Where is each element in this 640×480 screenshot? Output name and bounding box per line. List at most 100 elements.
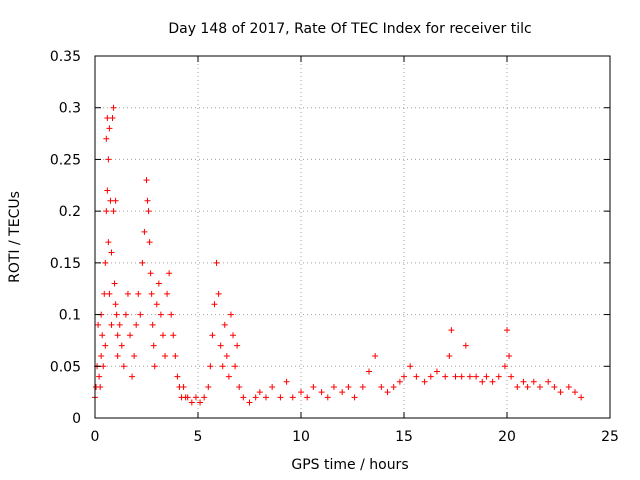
data-point	[236, 383, 243, 390]
chart-title: Day 148 of 2017, Rate Of TEC Index for r…	[168, 21, 531, 37]
data-point	[205, 383, 212, 390]
data-point	[462, 342, 469, 349]
data-point	[112, 301, 119, 308]
data-point	[473, 373, 480, 380]
data-point	[150, 342, 157, 349]
data-point	[524, 383, 531, 390]
data-point	[232, 363, 239, 370]
data-point	[110, 208, 117, 215]
data-point	[172, 352, 179, 359]
data-point	[506, 352, 513, 359]
data-point	[246, 399, 253, 406]
x-tick-label: 10	[292, 429, 310, 445]
data-point	[227, 311, 234, 318]
data-point	[207, 363, 214, 370]
data-point	[578, 394, 585, 401]
data-point	[448, 327, 455, 334]
data-point	[269, 383, 276, 390]
data-point	[215, 290, 222, 297]
data-point	[114, 332, 121, 339]
data-point	[95, 321, 102, 328]
data-point	[106, 125, 113, 132]
data-point	[129, 373, 136, 380]
data-point	[147, 270, 154, 277]
data-point	[131, 352, 138, 359]
data-point	[107, 197, 114, 204]
data-point	[105, 239, 112, 246]
data-point	[112, 197, 119, 204]
data-point	[458, 373, 465, 380]
data-point	[365, 368, 372, 375]
data-point	[192, 394, 199, 401]
data-point	[166, 270, 173, 277]
data-point	[100, 363, 107, 370]
data-point	[223, 352, 230, 359]
data-point	[118, 342, 125, 349]
data-point	[102, 342, 109, 349]
data-point	[508, 373, 515, 380]
grid-layer	[95, 56, 610, 418]
data-point	[113, 311, 120, 318]
y-tick-label: 0.1	[59, 308, 81, 324]
data-point	[504, 327, 510, 334]
data-point	[351, 394, 358, 401]
data-point	[145, 208, 152, 215]
data-point	[446, 352, 453, 359]
data-point	[108, 321, 115, 328]
data-point	[133, 321, 140, 328]
data-point	[146, 239, 153, 246]
data-point	[318, 389, 325, 396]
x-tick-label: 15	[395, 429, 413, 445]
data-point	[501, 363, 508, 370]
data-point	[139, 259, 146, 266]
data-point	[217, 342, 224, 349]
data-point	[108, 249, 115, 256]
data-point	[324, 394, 331, 401]
data-point	[102, 259, 109, 266]
data-point	[495, 373, 502, 380]
data-point	[252, 394, 259, 401]
data-point	[466, 373, 473, 380]
data-points	[92, 104, 585, 406]
data-point	[551, 383, 558, 390]
x-tick-label: 25	[601, 429, 619, 445]
data-point	[141, 228, 148, 235]
data-point	[536, 383, 543, 390]
data-point	[427, 373, 434, 380]
data-point	[211, 301, 218, 308]
data-point	[310, 383, 317, 390]
data-point	[514, 383, 521, 390]
data-point	[184, 394, 191, 401]
data-point	[390, 383, 397, 390]
data-point	[106, 290, 113, 297]
data-point	[96, 373, 103, 380]
data-point	[104, 115, 111, 122]
data-point	[372, 352, 379, 359]
x-tick-label: 5	[194, 429, 203, 445]
data-point	[153, 301, 160, 308]
data-point	[110, 104, 117, 111]
data-point	[209, 332, 216, 339]
data-point	[170, 332, 177, 339]
data-point	[304, 394, 311, 401]
data-point	[298, 389, 304, 396]
data-point	[289, 394, 296, 401]
data-point	[104, 187, 111, 194]
data-point	[201, 394, 208, 401]
data-point	[520, 378, 527, 385]
data-point	[407, 363, 414, 370]
data-point	[97, 383, 104, 390]
plot-frame	[94, 55, 611, 419]
x-tick-label: 0	[91, 429, 100, 445]
data-point	[378, 383, 385, 390]
data-point	[557, 389, 564, 396]
data-point	[114, 352, 121, 359]
data-point	[339, 389, 346, 396]
y-axis-label: ROTI / TECUs	[7, 191, 23, 283]
data-point	[137, 311, 144, 318]
data-point	[230, 332, 237, 339]
y-tick-label: 0.15	[50, 256, 81, 272]
data-point	[330, 383, 337, 390]
data-point	[565, 383, 572, 390]
